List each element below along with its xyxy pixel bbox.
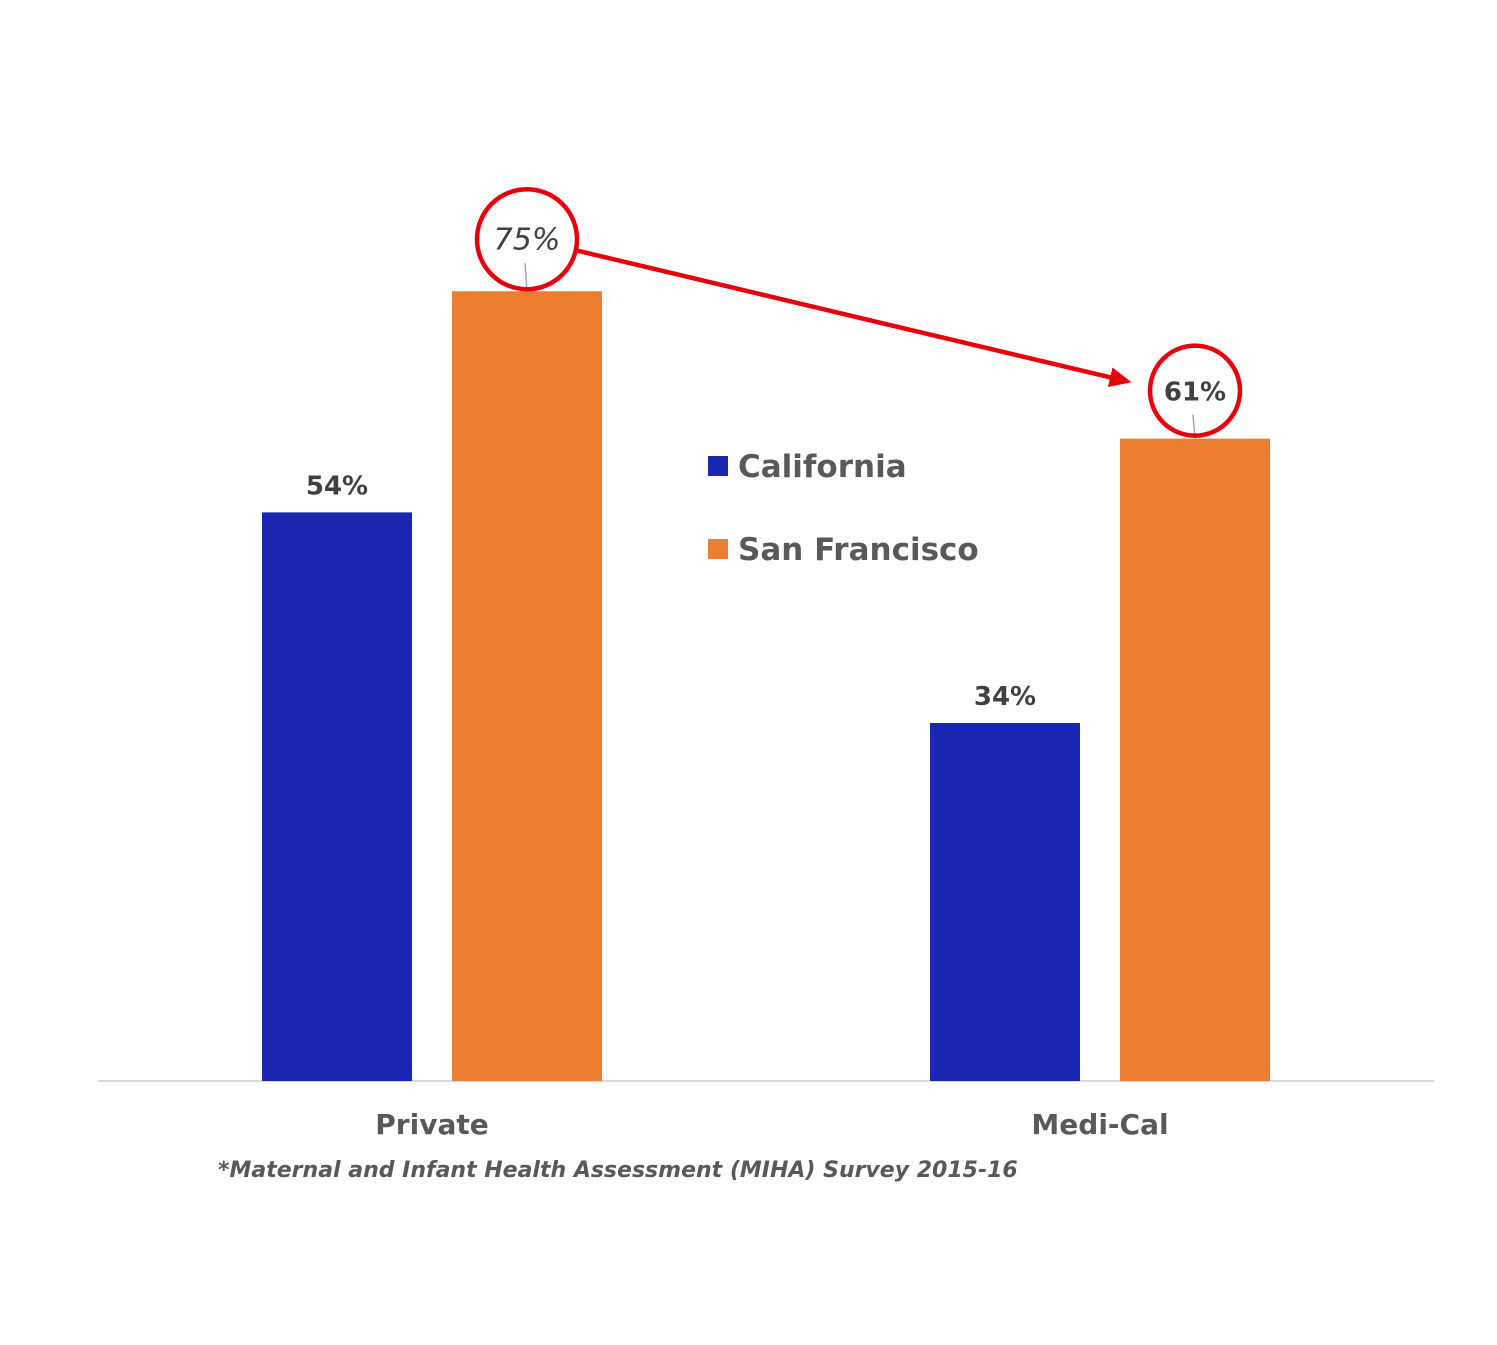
category-label-private: Private	[375, 1108, 488, 1141]
annotation-arrow-head	[1107, 367, 1132, 387]
annotation-circle-private	[474, 187, 580, 292]
bar-california-private	[262, 512, 412, 1081]
data-label-california-medi-cal: 34%	[974, 682, 1036, 712]
bar-san-francisco-medi-cal	[1120, 438, 1270, 1081]
data-label-san-francisco-medi-cal: 61%	[1164, 378, 1226, 408]
footnote: *Maternal and Infant Health Assessment (…	[218, 1158, 1018, 1183]
legend-swatch-san-francisco	[708, 539, 728, 559]
bar-california-medi-cal	[930, 722, 1080, 1081]
data-label-san-francisco-private: 75%	[494, 222, 561, 257]
annotation-circle-medi-cal	[1147, 343, 1243, 438]
annotation-arrow-line	[577, 248, 1119, 382]
category-label-medi-cal: Medi-Cal	[1031, 1108, 1168, 1141]
legend-label-california: California	[738, 449, 907, 485]
legend-label-san-francisco: San Francisco	[738, 532, 979, 568]
data-label-california-private: 54%	[306, 471, 368, 501]
leader-line-san-francisco-private	[524, 263, 528, 292]
bar-san-francisco-private	[452, 291, 602, 1081]
legend-swatch-california	[708, 456, 728, 476]
